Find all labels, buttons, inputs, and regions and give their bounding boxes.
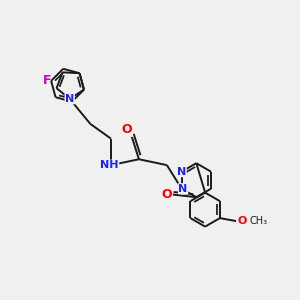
Text: NH: NH — [100, 160, 119, 170]
Text: O: O — [238, 216, 247, 226]
Text: N: N — [177, 167, 186, 177]
Text: F: F — [43, 74, 51, 87]
Text: CH₃: CH₃ — [249, 216, 267, 226]
Text: O: O — [162, 188, 172, 201]
Text: O: O — [122, 123, 132, 136]
Text: N: N — [178, 184, 188, 194]
Text: N: N — [65, 94, 74, 104]
